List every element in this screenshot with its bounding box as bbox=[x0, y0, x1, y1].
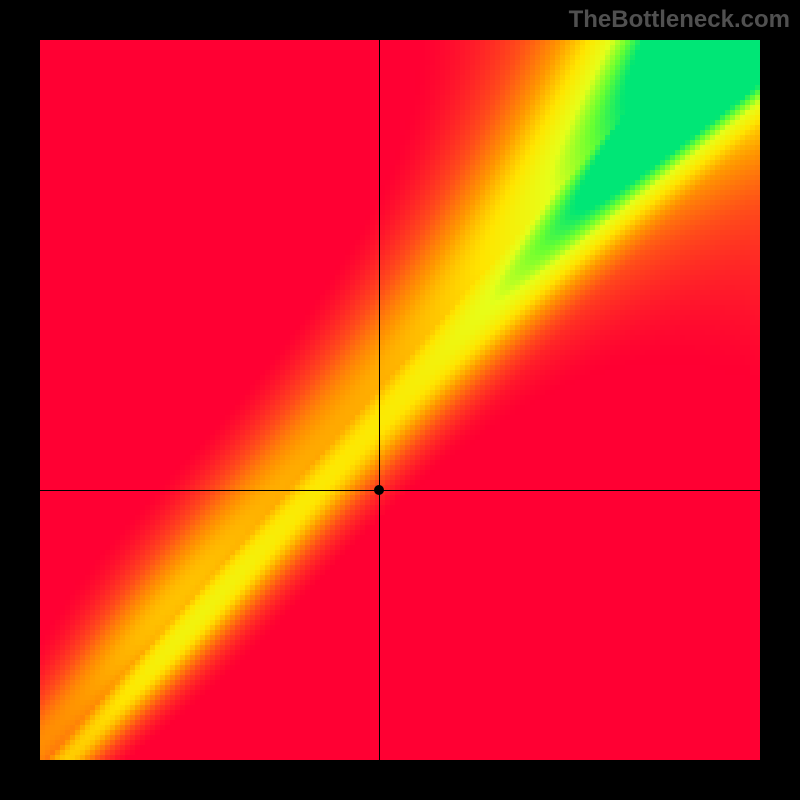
crosshair-vertical bbox=[379, 40, 380, 760]
heatmap-canvas bbox=[40, 40, 760, 760]
crosshair-horizontal bbox=[40, 490, 760, 491]
data-point-marker bbox=[374, 485, 384, 495]
watermark-text: TheBottleneck.com bbox=[569, 6, 790, 34]
plot-area bbox=[40, 40, 760, 760]
chart-container: TheBottleneck.com bbox=[0, 0, 800, 800]
